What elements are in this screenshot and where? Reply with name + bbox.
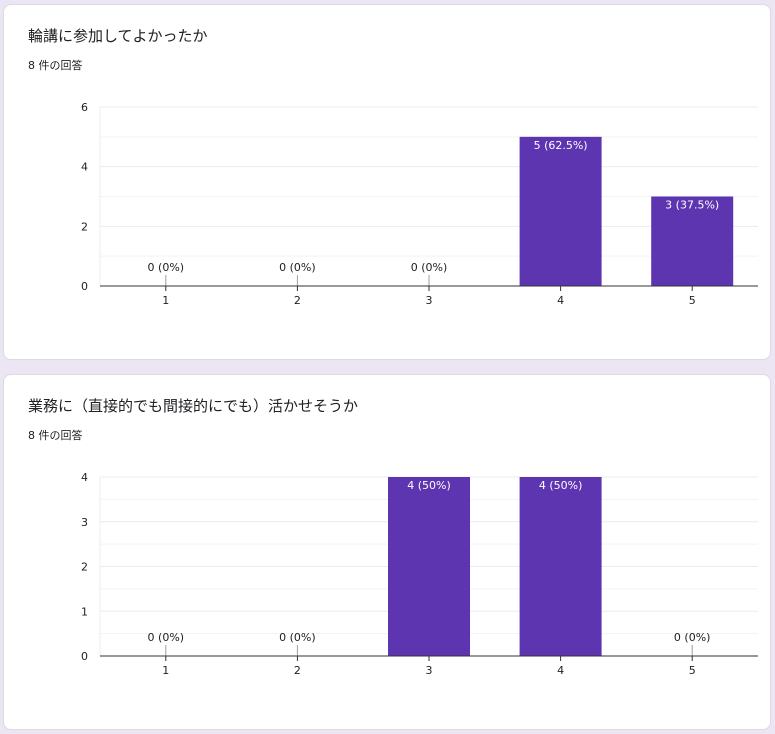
question-title: 業務に（直接的でも間接的にでも）活かせそうか: [28, 397, 359, 415]
bar: [519, 477, 602, 656]
question-title: 輪講に参加してよかったか: [28, 27, 208, 45]
x-tick-label: 3: [426, 664, 433, 677]
x-tick-label: 2: [294, 664, 301, 677]
data-label: 4 (50%): [539, 479, 583, 492]
response-count: 8 件の回答: [28, 59, 83, 72]
x-tick-label: 1: [162, 664, 169, 677]
data-label: 0 (0%): [148, 631, 185, 644]
question-card-1: 輪講に参加してよかったか 8 件の回答 0 2 4 6 0 (0%) 1 0 (0%) 2 0 …: [3, 4, 771, 360]
y-tick-label: 3: [81, 516, 88, 529]
data-label: 5 (62.5%): [534, 139, 588, 152]
y-tick-label: 2: [81, 220, 88, 233]
data-label: 0 (0%): [674, 631, 711, 644]
data-label: 0 (0%): [411, 261, 448, 274]
x-tick-label: 5: [689, 664, 696, 677]
y-tick-label: 4: [81, 161, 88, 174]
y-tick-label: 0: [81, 280, 88, 293]
y-tick-label: 4: [81, 471, 88, 484]
data-label: 0 (0%): [279, 631, 316, 644]
bar-chart: 0 2 4 6 0 (0%) 1 0 (0%) 2 0 (0%) 3 5 (62.5%) 4 3 (37…: [81, 101, 758, 307]
question-card-2: 業務に（直接的でも間接的にでも）活かせそうか 8 件の回答 0 1 2 3 4 0 (0%…: [3, 374, 771, 730]
bar: [519, 136, 602, 286]
data-label: 3 (37.5%): [665, 199, 719, 212]
y-tick-label: 0: [81, 650, 88, 663]
bar: [651, 196, 734, 286]
x-tick-label: 3: [426, 294, 433, 307]
y-tick-label: 1: [81, 605, 88, 618]
data-label: 0 (0%): [148, 261, 185, 274]
y-tick-label: 6: [81, 101, 88, 114]
x-tick-label: 4: [557, 664, 564, 677]
x-tick-label: 4: [557, 294, 564, 307]
x-tick-label: 1: [162, 294, 169, 307]
response-count: 8 件の回答: [28, 429, 83, 442]
y-tick-label: 2: [81, 561, 88, 574]
bar-chart: 0 1 2 3 4 0 (0%) 1 0 (0%) 2 4 (50%) 3 4 (50%) 4 0 (0%…: [81, 471, 758, 677]
data-label: 0 (0%): [279, 261, 316, 274]
bar: [388, 477, 470, 656]
data-label: 4 (50%): [407, 479, 451, 492]
x-tick-label: 2: [294, 294, 301, 307]
x-tick-label: 5: [689, 294, 696, 307]
